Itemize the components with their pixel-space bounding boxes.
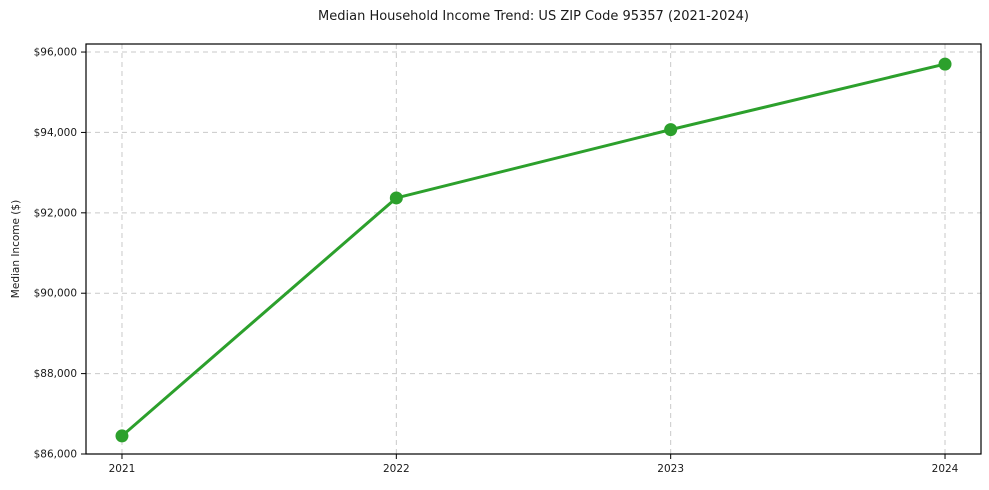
plot-border [85,43,982,455]
x-tick-label: 2022 [383,463,410,475]
y-tick-label: $92,000 [34,207,77,219]
chart-title: Median Household Income Trend: US ZIP Co… [318,9,749,24]
y-tick-label: $96,000 [34,47,77,59]
data-point [664,123,678,137]
data-point [938,57,952,71]
y-tick-label: $94,000 [34,127,77,139]
trend-line [120,62,947,438]
data-point [115,429,129,443]
x-tick-label: 2021 [109,463,136,475]
x-tick-label: 2024 [932,463,959,475]
data-point [389,191,403,205]
y-tick-label: $88,000 [34,368,77,380]
y-tick-label: $86,000 [34,449,77,461]
y-tick-label: $90,000 [34,288,77,300]
x-tick-label: 2023 [657,463,684,475]
